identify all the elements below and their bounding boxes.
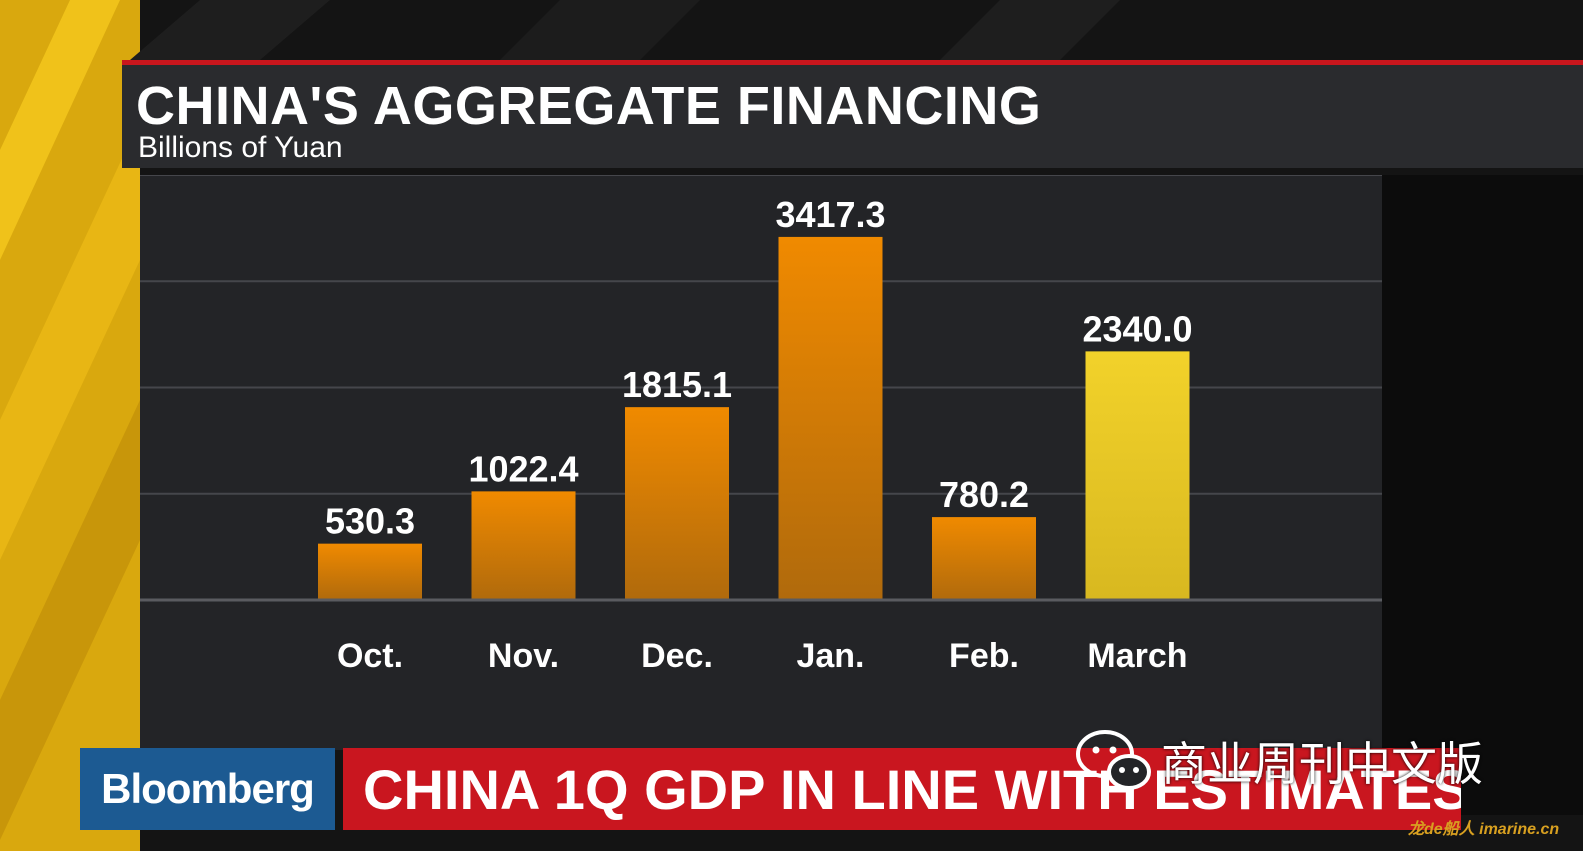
bar-oct [318,543,422,600]
data-label: 2340.0 [1082,308,1192,349]
data-label: 1022.4 [468,448,578,489]
x-tick-label: Dec. [641,637,713,675]
x-tick-label: Oct. [337,637,403,675]
x-tick-label: Nov. [488,637,559,675]
headline-ticker: CHINA 1Q GDP IN LINE WITH ESTIMATES [343,748,1461,830]
wechat-icon [1076,730,1151,790]
bar-nov [471,491,576,600]
data-label: 3417.3 [775,194,885,235]
watermark-text: 商业周刊中文版 [1161,738,1483,790]
x-tick-label: Feb. [949,637,1019,675]
bar-jan [778,236,883,601]
chart-header: CHINA'S AGGREGATE FINANCING Billions of … [122,60,1583,168]
site-watermark: 龙de船人 imarine.cn [1408,821,1560,838]
plot-area: 530.3 Oct. 1022.4 Nov. 1815.1 Dec. 3417.3 Jan. 7… [140,175,1382,750]
data-label: 530.3 [325,501,415,542]
chart-title: CHINA'S AGGREGATE FINANCING [136,76,1042,136]
data-label: 780.2 [939,474,1029,515]
bar-dec [625,407,729,600]
x-tick-label: Jan. [796,637,864,675]
data-label: 1815.1 [622,364,732,405]
bar-chart: 530.3 Oct. 1022.4 Nov. 1815.1 Dec. 3417.3 Jan. 7… [140,175,1382,675]
bar-march [1085,351,1190,600]
brand-logo: Bloomberg [80,748,335,830]
x-tick-label: March [1087,637,1187,675]
chart-subtitle: Billions of Yuan [138,131,343,164]
bar-feb [932,517,1036,600]
watermark: 商业周刊中文版 [1075,722,1525,802]
